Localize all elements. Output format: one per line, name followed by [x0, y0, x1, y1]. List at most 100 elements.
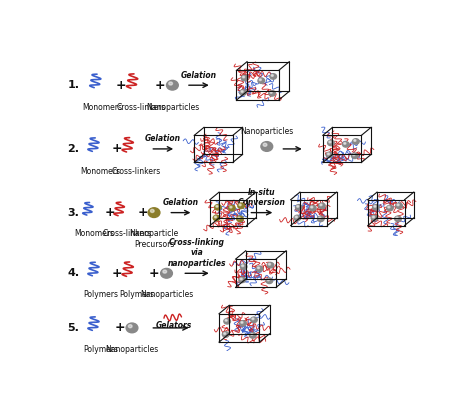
Text: 2.: 2.: [67, 144, 79, 154]
Circle shape: [326, 152, 333, 158]
Text: Gelation: Gelation: [163, 198, 199, 207]
Circle shape: [216, 206, 218, 207]
Text: +: +: [112, 142, 123, 155]
Circle shape: [259, 79, 261, 80]
Circle shape: [267, 279, 269, 281]
Circle shape: [237, 216, 243, 221]
Circle shape: [215, 204, 221, 210]
Circle shape: [230, 206, 232, 208]
Text: Cross-linkers: Cross-linkers: [112, 167, 161, 175]
Text: Monomers: Monomers: [81, 167, 120, 175]
Circle shape: [128, 325, 132, 328]
Circle shape: [239, 204, 241, 206]
Circle shape: [319, 217, 321, 219]
Circle shape: [126, 323, 138, 333]
Circle shape: [310, 206, 313, 208]
Text: Gelation: Gelation: [145, 134, 181, 143]
Circle shape: [163, 270, 167, 273]
Circle shape: [148, 208, 160, 217]
Circle shape: [373, 204, 379, 210]
Circle shape: [150, 209, 154, 212]
Text: Nanoparticles: Nanoparticles: [240, 127, 293, 136]
Circle shape: [240, 264, 247, 269]
Text: Nanoparticles: Nanoparticles: [105, 345, 159, 353]
Text: 4.: 4.: [67, 268, 80, 278]
Text: Nanoparticle
Precursors: Nanoparticle Precursors: [129, 229, 179, 249]
Text: Polymers: Polymers: [119, 290, 154, 299]
Circle shape: [344, 143, 346, 144]
Text: Monomers: Monomers: [74, 229, 115, 238]
Text: Gelation: Gelation: [181, 71, 217, 80]
Circle shape: [240, 90, 246, 95]
Circle shape: [271, 74, 273, 76]
Circle shape: [213, 215, 220, 221]
Text: Cross-linkers: Cross-linkers: [116, 103, 165, 112]
Circle shape: [353, 154, 355, 156]
Circle shape: [328, 153, 329, 155]
Circle shape: [328, 140, 334, 146]
Circle shape: [256, 266, 263, 271]
Circle shape: [310, 205, 316, 211]
Circle shape: [225, 320, 227, 321]
Text: +: +: [155, 79, 165, 92]
Circle shape: [169, 82, 173, 85]
Text: Cross-linkers: Cross-linkers: [102, 229, 152, 238]
Text: Nanoparticles: Nanoparticles: [140, 290, 193, 299]
Circle shape: [318, 216, 324, 221]
Circle shape: [295, 204, 302, 210]
Circle shape: [242, 265, 244, 267]
Circle shape: [269, 91, 275, 96]
Text: 3.: 3.: [67, 208, 79, 217]
Circle shape: [257, 267, 260, 269]
Circle shape: [295, 216, 297, 218]
Text: +: +: [105, 206, 115, 219]
Circle shape: [238, 217, 240, 219]
Circle shape: [243, 76, 245, 78]
Text: Polymers: Polymers: [83, 345, 118, 353]
Circle shape: [387, 205, 393, 211]
Circle shape: [224, 319, 230, 324]
Circle shape: [258, 78, 264, 84]
Circle shape: [261, 141, 273, 151]
Circle shape: [329, 141, 331, 143]
Text: Nanoparticles: Nanoparticles: [146, 103, 199, 112]
Circle shape: [397, 204, 399, 206]
Text: Polymers: Polymers: [83, 290, 118, 299]
Text: In-situ
Conversion: In-situ Conversion: [238, 188, 286, 207]
Circle shape: [241, 91, 243, 92]
Circle shape: [267, 262, 274, 268]
Circle shape: [238, 203, 245, 208]
Circle shape: [224, 333, 226, 335]
Text: +: +: [137, 206, 148, 219]
Text: Cross-linking
via
nanoparticles: Cross-linking via nanoparticles: [168, 238, 226, 268]
Circle shape: [270, 91, 272, 93]
Circle shape: [353, 139, 359, 144]
Text: +: +: [115, 79, 126, 92]
Circle shape: [297, 206, 299, 207]
Circle shape: [240, 321, 246, 326]
Text: Gelators: Gelators: [156, 321, 192, 330]
Circle shape: [294, 215, 301, 221]
Circle shape: [352, 153, 358, 158]
Circle shape: [241, 322, 243, 323]
Circle shape: [270, 74, 276, 79]
Circle shape: [319, 203, 325, 208]
Circle shape: [396, 203, 402, 208]
Circle shape: [241, 75, 248, 81]
Circle shape: [251, 334, 253, 335]
Text: 1.: 1.: [67, 80, 79, 90]
Text: +: +: [115, 322, 125, 335]
Circle shape: [354, 139, 356, 141]
Circle shape: [268, 263, 271, 265]
Circle shape: [240, 278, 242, 280]
Circle shape: [161, 268, 173, 278]
Circle shape: [239, 277, 246, 282]
Circle shape: [373, 216, 374, 218]
Circle shape: [222, 332, 229, 337]
Circle shape: [396, 217, 398, 219]
Circle shape: [228, 205, 235, 211]
Circle shape: [251, 317, 257, 323]
Circle shape: [266, 278, 273, 284]
Text: +: +: [149, 267, 159, 280]
Circle shape: [249, 333, 256, 338]
